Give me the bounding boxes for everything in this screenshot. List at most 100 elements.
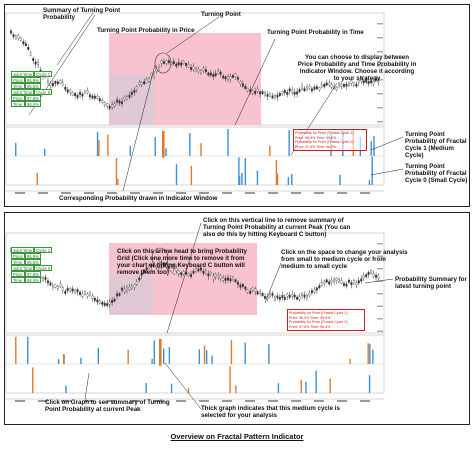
candle-body bbox=[199, 70, 202, 74]
candle-body bbox=[106, 303, 109, 307]
table-cell: 95.6% bbox=[25, 83, 41, 89]
candle-body bbox=[69, 288, 72, 292]
table-cell: Price bbox=[11, 253, 25, 259]
probability-bar bbox=[200, 143, 202, 156]
probability-bar bbox=[229, 366, 231, 393]
candle-body bbox=[306, 295, 308, 299]
candle-body bbox=[281, 91, 284, 95]
candle-body bbox=[177, 270, 180, 274]
candle-body bbox=[88, 292, 91, 296]
candle-body bbox=[271, 95, 274, 99]
probability-bar bbox=[244, 158, 247, 185]
candle-body bbox=[49, 83, 52, 86]
candle-body bbox=[288, 88, 291, 92]
candle-body bbox=[367, 81, 370, 84]
probability-bar bbox=[244, 342, 246, 364]
time-axis-tick-label bbox=[337, 400, 347, 402]
candle-body bbox=[111, 299, 114, 303]
candle-body bbox=[244, 286, 247, 290]
candle-body bbox=[325, 82, 328, 86]
selected-probability-bar bbox=[162, 131, 165, 158]
candle-body bbox=[293, 91, 296, 95]
top-price-chart[interactable] bbox=[5, 5, 404, 206]
probability-bar bbox=[65, 385, 67, 393]
candle-body bbox=[130, 286, 133, 289]
candle-body bbox=[261, 293, 264, 296]
candle-body bbox=[345, 283, 348, 287]
candle-body bbox=[204, 270, 207, 274]
candle-body bbox=[22, 41, 25, 45]
probability-bar bbox=[115, 157, 118, 185]
probability-bar bbox=[227, 129, 229, 156]
vertical-line-callout: Click on this vertical line to remove su… bbox=[203, 217, 351, 238]
candle-body bbox=[283, 90, 286, 93]
candle-body bbox=[64, 86, 67, 90]
candle-body bbox=[128, 286, 131, 290]
top-probability-table: Joint Time Cycle 1 Price 96.9% Time 95.6% J… bbox=[11, 71, 53, 107]
candle-body bbox=[306, 86, 308, 90]
candle-body bbox=[347, 279, 350, 283]
candle-body bbox=[320, 84, 323, 88]
candle-body bbox=[254, 288, 257, 292]
candle-body bbox=[293, 294, 296, 298]
candle-body bbox=[360, 278, 363, 282]
summary-line: Price: 97.8% Time: 96.4% bbox=[295, 144, 337, 149]
probability-bar bbox=[372, 349, 374, 364]
bottom-price-chart[interactable] bbox=[5, 213, 394, 424]
candle-body bbox=[212, 74, 215, 77]
candle-body bbox=[246, 289, 249, 293]
callout-pointer bbox=[234, 38, 276, 126]
candle-body bbox=[170, 62, 173, 65]
candle-body bbox=[338, 279, 341, 283]
price-axis-tick bbox=[377, 318, 383, 320]
probability-bar bbox=[168, 347, 171, 364]
probability-bar bbox=[170, 383, 173, 393]
price-window-frame bbox=[5, 232, 385, 334]
probability-bar bbox=[62, 353, 65, 364]
candle-body bbox=[81, 93, 84, 97]
candle-body bbox=[269, 293, 271, 297]
candle-body bbox=[19, 37, 22, 41]
probability-bar bbox=[211, 355, 213, 364]
callout-pointer bbox=[122, 64, 156, 192]
candle-body bbox=[113, 103, 116, 107]
candle-body bbox=[288, 295, 291, 298]
candle-body bbox=[365, 274, 368, 278]
probability-bar bbox=[151, 359, 153, 364]
bottom-chart-svg[interactable] bbox=[5, 213, 470, 425]
time-axis-tick-label bbox=[222, 192, 232, 194]
candle-body bbox=[14, 35, 17, 39]
time-axis-tick-label bbox=[107, 400, 117, 402]
candle-body bbox=[343, 84, 345, 87]
price-axis-tick bbox=[377, 107, 383, 109]
time-axis-tick-label bbox=[199, 400, 209, 402]
candle-body bbox=[357, 280, 360, 284]
candle-body bbox=[251, 287, 254, 291]
probability-bar bbox=[203, 345, 206, 364]
candle-body bbox=[86, 293, 89, 297]
time-axis-tick-label bbox=[176, 192, 186, 194]
candle-body bbox=[232, 75, 234, 78]
probability-bar bbox=[117, 179, 119, 185]
price-axis-tick bbox=[377, 268, 383, 270]
candle-body bbox=[224, 76, 227, 80]
probability-bar bbox=[238, 157, 240, 185]
candle-body bbox=[204, 69, 207, 73]
time-axis-tick-label bbox=[130, 400, 140, 402]
probability-zone-shade bbox=[109, 275, 154, 315]
time-axis-tick-label bbox=[61, 400, 71, 402]
candle-body bbox=[150, 264, 153, 268]
candle-body bbox=[93, 297, 96, 301]
candle-body bbox=[113, 298, 116, 302]
summary-line: Price: 96.9% Time: 95.6% bbox=[295, 135, 337, 140]
candle-body bbox=[224, 278, 227, 281]
candle-body bbox=[96, 299, 99, 303]
candle-body bbox=[234, 73, 237, 77]
candle-body bbox=[234, 279, 237, 283]
candle-body bbox=[195, 68, 197, 71]
summary-line: Probability for Price (Fractal Cycle 0) bbox=[295, 140, 354, 144]
candle-body bbox=[227, 76, 230, 80]
top-chart-svg[interactable] bbox=[5, 5, 470, 207]
price-axis-tick bbox=[377, 37, 383, 39]
candle-body bbox=[56, 81, 59, 85]
